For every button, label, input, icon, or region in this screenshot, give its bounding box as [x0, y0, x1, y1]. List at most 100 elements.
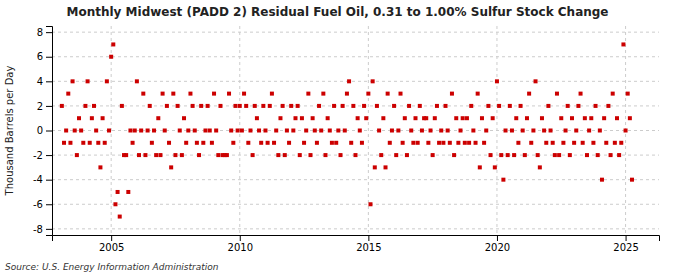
point [124, 153, 128, 157]
point [341, 104, 345, 108]
point [611, 92, 615, 96]
point [98, 165, 102, 169]
point [332, 104, 336, 108]
tick-mark [46, 131, 52, 132]
point [474, 141, 478, 145]
tick-label: 2020 [485, 242, 510, 253]
point [231, 141, 235, 145]
tick: -6 [33, 199, 52, 210]
tick: -4 [33, 174, 52, 185]
point [480, 116, 484, 120]
point [493, 165, 497, 169]
tick: 0 [37, 125, 52, 136]
point [512, 153, 516, 157]
tick-mark [497, 235, 498, 241]
point [465, 116, 469, 120]
point [364, 116, 368, 120]
point [165, 104, 169, 108]
point [596, 153, 600, 157]
point [257, 129, 261, 133]
point [461, 116, 465, 120]
point [388, 141, 392, 145]
point [454, 116, 458, 120]
point [373, 165, 377, 169]
tick-label: 2005 [99, 242, 124, 253]
point [328, 129, 332, 133]
point [251, 153, 255, 157]
point [272, 141, 276, 145]
point [360, 141, 364, 145]
point [538, 165, 542, 169]
point [180, 153, 184, 157]
point [589, 116, 593, 120]
point [304, 129, 308, 133]
point [291, 129, 295, 133]
point [407, 104, 411, 108]
point [90, 116, 94, 120]
point [467, 141, 471, 145]
point [613, 141, 617, 145]
point [182, 116, 186, 120]
point [441, 141, 445, 145]
point [354, 153, 358, 157]
point [469, 104, 473, 108]
point [191, 104, 195, 108]
tick-mark [46, 155, 52, 156]
point [126, 190, 130, 194]
point [514, 116, 518, 120]
point [343, 129, 347, 133]
tick-label: -4 [33, 174, 43, 185]
point [401, 141, 405, 145]
grid-line [52, 204, 659, 205]
point [133, 129, 137, 133]
point [371, 79, 375, 83]
point [261, 104, 265, 108]
point [549, 129, 553, 133]
tick: 2 [37, 101, 52, 112]
point [246, 141, 250, 145]
point [334, 141, 338, 145]
point [184, 141, 188, 145]
point [188, 92, 192, 96]
point [345, 92, 349, 96]
point [186, 129, 190, 133]
point [300, 116, 304, 120]
point [73, 129, 77, 133]
point [433, 116, 437, 120]
point [585, 153, 589, 157]
tick-mark [46, 106, 52, 107]
point [463, 141, 467, 145]
point [83, 104, 87, 108]
point [330, 141, 334, 145]
point [553, 153, 557, 157]
point [195, 141, 199, 145]
point [386, 92, 390, 96]
point [583, 116, 587, 120]
point [68, 141, 72, 145]
point [71, 79, 75, 83]
point [501, 178, 505, 182]
point [609, 153, 613, 157]
point [551, 141, 555, 145]
point [79, 129, 83, 133]
point [508, 104, 512, 108]
point [446, 129, 450, 133]
point [381, 116, 385, 120]
point [471, 129, 475, 133]
grid-line [52, 81, 659, 82]
point [349, 141, 353, 145]
point [101, 116, 105, 120]
tick-label: -2 [33, 150, 43, 161]
point [131, 141, 135, 145]
point [450, 92, 454, 96]
point [77, 116, 81, 120]
point [375, 104, 379, 108]
grid-line [52, 56, 659, 57]
point [92, 104, 96, 108]
point [94, 129, 98, 133]
chart-container: 20052010201520202025-8-6-4-202468Monthly… [0, 0, 675, 275]
tick-label: -8 [33, 224, 43, 235]
point [326, 116, 330, 120]
point [581, 141, 585, 145]
point [216, 153, 220, 157]
